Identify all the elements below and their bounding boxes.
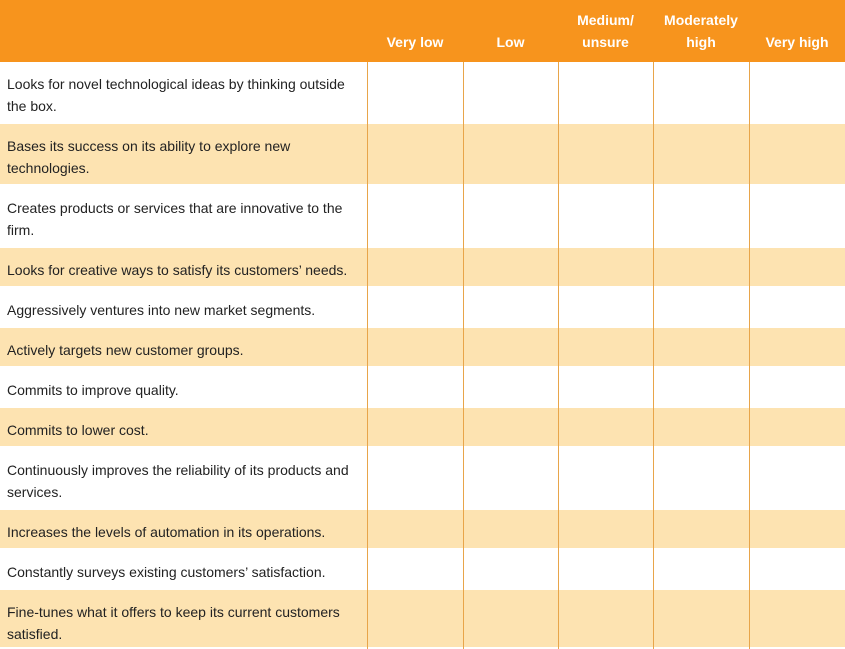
rating-cell	[653, 186, 749, 246]
rating-cell	[463, 328, 558, 366]
rating-cell	[749, 288, 845, 326]
rating-cell	[367, 186, 463, 246]
rating-cell	[463, 590, 558, 647]
rating-cell	[749, 550, 845, 588]
column-header: Low	[463, 0, 558, 62]
rating-cell	[463, 510, 558, 548]
rating-cell	[653, 408, 749, 446]
header-text: unsure	[582, 34, 629, 50]
rating-cell	[749, 510, 845, 548]
rating-cell	[367, 590, 463, 647]
row-label: Aggressively ventures into new market se…	[0, 288, 367, 326]
rating-cell	[463, 248, 558, 286]
rating-cell	[463, 186, 558, 246]
rating-cell	[558, 408, 653, 446]
rating-cell	[367, 368, 463, 406]
rating-cell	[653, 550, 749, 588]
row-label: Actively targets new customer groups.	[0, 328, 367, 366]
rating-cell	[749, 368, 845, 406]
column-divider	[653, 62, 654, 649]
row-label: Bases its success on its ability to expl…	[0, 124, 367, 184]
rating-cell	[749, 408, 845, 446]
rating-cell	[367, 408, 463, 446]
rating-cell	[463, 124, 558, 184]
rating-cell	[367, 124, 463, 184]
column-divider	[463, 62, 464, 649]
rating-cell	[367, 328, 463, 366]
header-text: Low	[496, 34, 525, 50]
rating-cell	[653, 288, 749, 326]
row-label: Commits to improve quality.	[0, 368, 367, 406]
rating-cell	[558, 550, 653, 588]
rating-cell	[749, 328, 845, 366]
rating-cell	[558, 124, 653, 184]
rating-cell	[558, 328, 653, 366]
rating-cell	[653, 448, 749, 508]
row-label: Looks for creative ways to satisfy its c…	[0, 248, 367, 286]
column-divider	[367, 62, 368, 649]
header-text: Moderately	[664, 12, 738, 28]
rating-cell	[463, 368, 558, 406]
rating-cell	[558, 62, 653, 122]
rating-cell	[558, 186, 653, 246]
row-label: Fine-tunes what it offers to keep its cu…	[0, 590, 367, 647]
rating-cell	[653, 62, 749, 122]
rating-cell	[558, 288, 653, 326]
rating-cell	[367, 288, 463, 326]
rating-cell	[367, 550, 463, 588]
rating-cell	[558, 590, 653, 647]
row-label: Looks for novel technological ideas by t…	[0, 62, 367, 122]
rating-cell	[653, 590, 749, 647]
rating-cell	[653, 248, 749, 286]
rating-cell	[463, 448, 558, 508]
rating-cell	[463, 550, 558, 588]
row-label: Increases the levels of automation in it…	[0, 510, 367, 548]
rating-cell	[558, 510, 653, 548]
header-cell	[0, 0, 367, 62]
column-header: Medium/unsure	[558, 0, 653, 62]
row-label: Constantly surveys existing customers’ s…	[0, 550, 367, 588]
rating-cell	[653, 368, 749, 406]
rating-cell	[558, 448, 653, 508]
header-text: Very high	[765, 34, 829, 50]
row-label: Continuously improves the reliability of…	[0, 448, 367, 508]
rating-cell	[749, 124, 845, 184]
rating-cell	[367, 248, 463, 286]
rating-cell	[653, 124, 749, 184]
row-label: Creates products or services that are in…	[0, 186, 367, 246]
column-divider	[749, 62, 750, 649]
row-label: Commits to lower cost.	[0, 408, 367, 446]
rating-cell	[749, 62, 845, 122]
column-header: Very high	[749, 0, 845, 62]
rating-cell	[463, 408, 558, 446]
rating-cell	[367, 510, 463, 548]
column-header: Very low	[367, 0, 463, 62]
column-header: Moderately high	[653, 0, 749, 62]
rating-cell	[463, 62, 558, 122]
rating-cell	[749, 248, 845, 286]
rating-cell	[653, 328, 749, 366]
rating-cell	[367, 62, 463, 122]
header-text: Medium/	[577, 12, 634, 28]
rating-cell	[367, 448, 463, 508]
column-divider	[558, 62, 559, 649]
header-text: high	[686, 34, 716, 50]
rating-cell	[749, 186, 845, 246]
header-text: Very low	[386, 34, 444, 50]
rating-cell	[558, 368, 653, 406]
rating-cell	[749, 448, 845, 508]
rating-cell	[558, 248, 653, 286]
rating-cell	[749, 590, 845, 647]
rating-cell	[463, 288, 558, 326]
rating-cell	[653, 510, 749, 548]
